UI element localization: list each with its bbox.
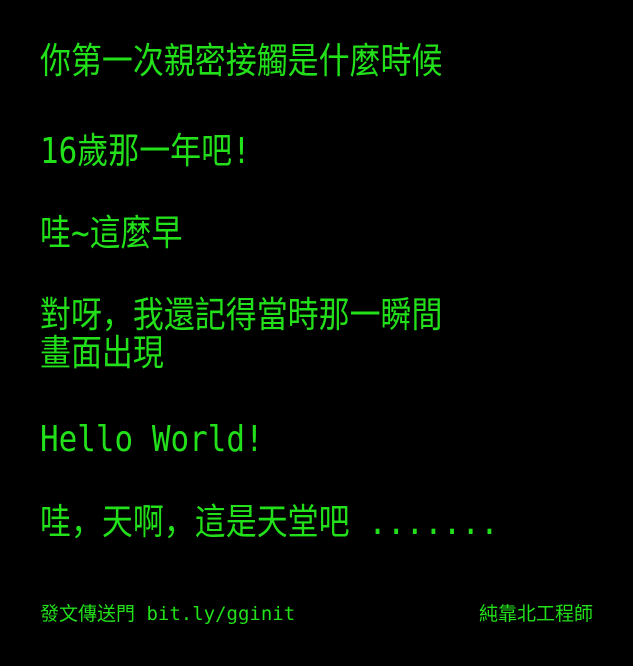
dialogue-reaction: 哇~這麼早 [40,213,183,254]
hello-world-text: Hello World! [40,419,264,460]
dialogue-exclamation: 哇，天啊，這是天堂吧 ....... [40,502,499,543]
dialogue-memory-line-2: 畫面出現 [40,333,164,374]
dialogue-memory-line-1: 對呀，我還記得當時那一瞬間 [40,295,443,336]
footer-brand: 純靠北工程師 [478,603,593,625]
dialogue-question: 你第一次親密接觸是什麼時候 [40,41,443,82]
dialogue-answer: 16歲那一年吧! [40,131,251,172]
footer-submit-link: 發文傳送門 bit.ly/gginit [40,603,296,625]
